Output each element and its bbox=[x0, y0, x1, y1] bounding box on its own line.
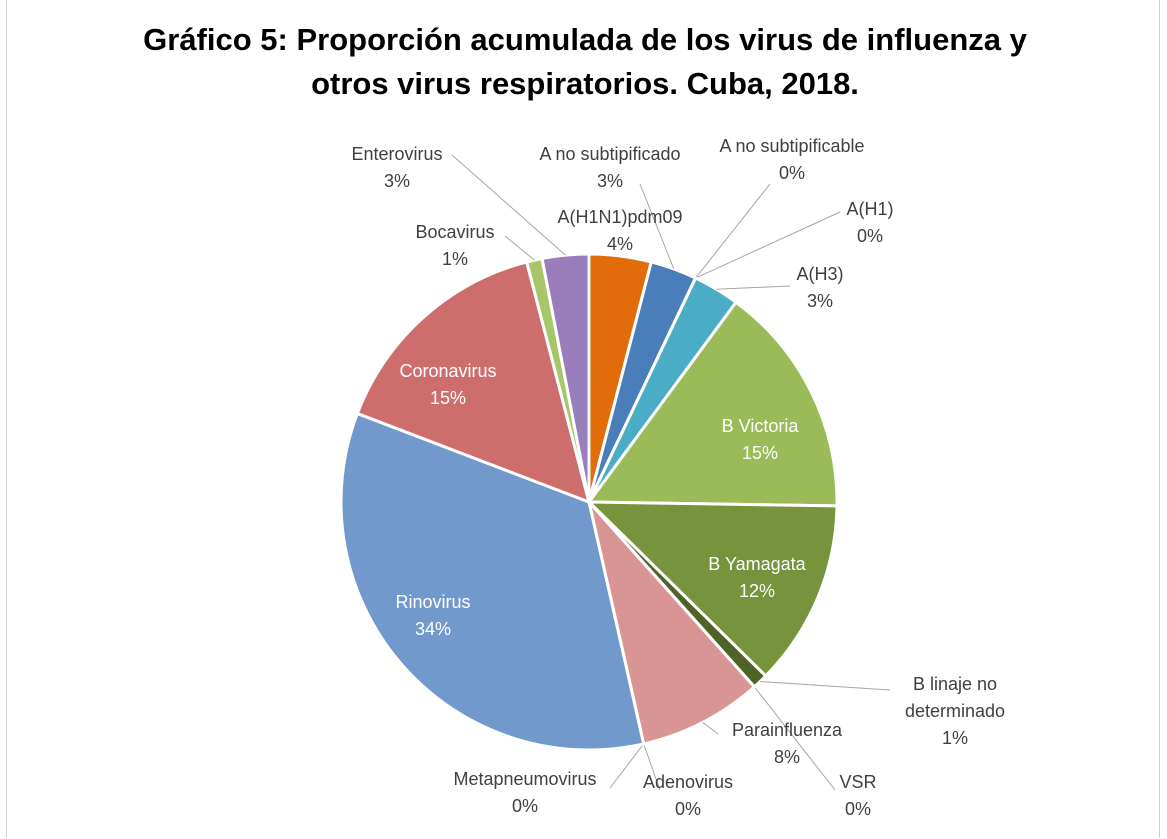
slice-value-label: 1% bbox=[941, 728, 969, 748]
slice-value-label: 12% bbox=[738, 581, 776, 601]
slice-label: B Yamagata bbox=[708, 554, 806, 574]
leader-line bbox=[639, 183, 675, 270]
leader-line bbox=[695, 183, 771, 279]
slice-value-label: 34% bbox=[414, 619, 452, 639]
slice-value-label: 1% bbox=[441, 249, 469, 269]
slice-label: Parainfluenza bbox=[731, 720, 843, 740]
leader-line bbox=[609, 743, 645, 789]
pie-slice bbox=[586, 300, 839, 508]
slice-value-label: 15% bbox=[741, 443, 779, 463]
slice-value-label: 15% bbox=[429, 388, 467, 408]
slice-label: Coronavirus bbox=[399, 361, 497, 381]
leader-line bbox=[753, 686, 836, 791]
slice-label: Adenovirus bbox=[642, 772, 734, 792]
slice-label: B Victoria bbox=[721, 416, 799, 436]
slice-label: A(H1N1)pdm09 bbox=[557, 207, 683, 227]
slice-value-label: 0% bbox=[844, 799, 872, 819]
pie-slice bbox=[585, 500, 839, 679]
chart-title: Gráfico 5: Proporción acumulada de los v… bbox=[143, 22, 1027, 101]
pie-slice bbox=[339, 411, 646, 752]
slice-value-label: 3% bbox=[596, 171, 624, 191]
slice-label: Bocavirus bbox=[415, 222, 495, 242]
leader-line bbox=[702, 722, 719, 735]
slice-label: A no subtipificado bbox=[539, 144, 681, 164]
chart-frame bbox=[6, 0, 1160, 838]
pie-slice bbox=[355, 260, 592, 505]
slice-label: Enterovirus bbox=[351, 144, 443, 164]
leader-line bbox=[643, 743, 661, 791]
pie-slice bbox=[540, 252, 591, 503]
slice-value-label: 4% bbox=[606, 234, 634, 254]
slice-value-label: 3% bbox=[383, 171, 411, 191]
leader-line bbox=[504, 235, 535, 261]
slice-label: B linaje no determinado bbox=[904, 674, 1006, 721]
slice-label: A no subtipificable bbox=[719, 136, 865, 156]
slice-value-label: 0% bbox=[856, 226, 884, 246]
slice-label: Metapneumovirus bbox=[453, 769, 597, 789]
leader-line bbox=[760, 680, 891, 691]
slice-label: A(H1) bbox=[846, 199, 894, 219]
leader-line bbox=[716, 285, 791, 290]
slice-label: A(H3) bbox=[796, 264, 844, 284]
slice-value-label: 0% bbox=[674, 799, 702, 819]
slice-value-label: 0% bbox=[778, 163, 806, 183]
leader-line bbox=[451, 154, 566, 256]
slice-value-label: 0% bbox=[511, 796, 539, 816]
slice-label: Rinovirus bbox=[395, 592, 471, 612]
slice-value-label: 3% bbox=[806, 291, 834, 311]
slice-value-label: 8% bbox=[773, 747, 801, 767]
slice-label: VSR bbox=[839, 772, 877, 792]
leader-line bbox=[695, 211, 841, 279]
